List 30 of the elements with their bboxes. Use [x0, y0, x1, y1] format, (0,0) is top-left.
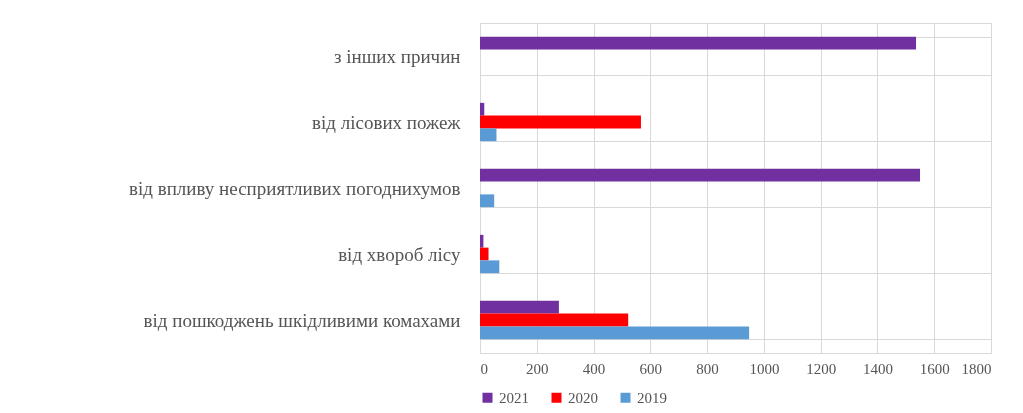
x-tick-label: 800: [696, 360, 719, 377]
y-tick-label: від лісових пожеж: [312, 111, 462, 133]
bar: [480, 326, 750, 340]
bar: [480, 36, 917, 50]
bar: [480, 234, 484, 248]
x-tick-label: 1200: [806, 360, 837, 377]
x-tick-label: 1800: [961, 360, 992, 377]
x-tick-label: 0: [480, 360, 488, 377]
x-tick-label: 400: [582, 360, 606, 377]
bar: [480, 115, 641, 129]
y-tick-label: від пошкоджень шкідливими комахами: [143, 309, 461, 331]
bar: [480, 300, 559, 314]
bar: [480, 247, 489, 261]
x-tick-label: 200: [526, 360, 549, 377]
y-tick-label: від впливу несприятливих погоднихумов: [129, 177, 461, 199]
x-tick-label: 1600: [919, 360, 950, 377]
x-tick-label: 1400: [862, 360, 893, 377]
bar: [480, 128, 497, 142]
x-tick-label: 1000: [749, 360, 780, 377]
y-tick-label: з інших причин: [334, 45, 461, 67]
bar: [480, 260, 500, 274]
bar: [480, 194, 495, 208]
legend-label: 2021: [499, 389, 529, 406]
bar: [480, 313, 629, 327]
legend-label: 2019: [637, 389, 667, 406]
bar: [480, 168, 921, 182]
legend-label: 2020: [568, 389, 598, 406]
y-tick-label: від хвороб лісу: [338, 243, 461, 265]
bar: [480, 102, 485, 116]
x-tick-label: 600: [639, 360, 663, 377]
